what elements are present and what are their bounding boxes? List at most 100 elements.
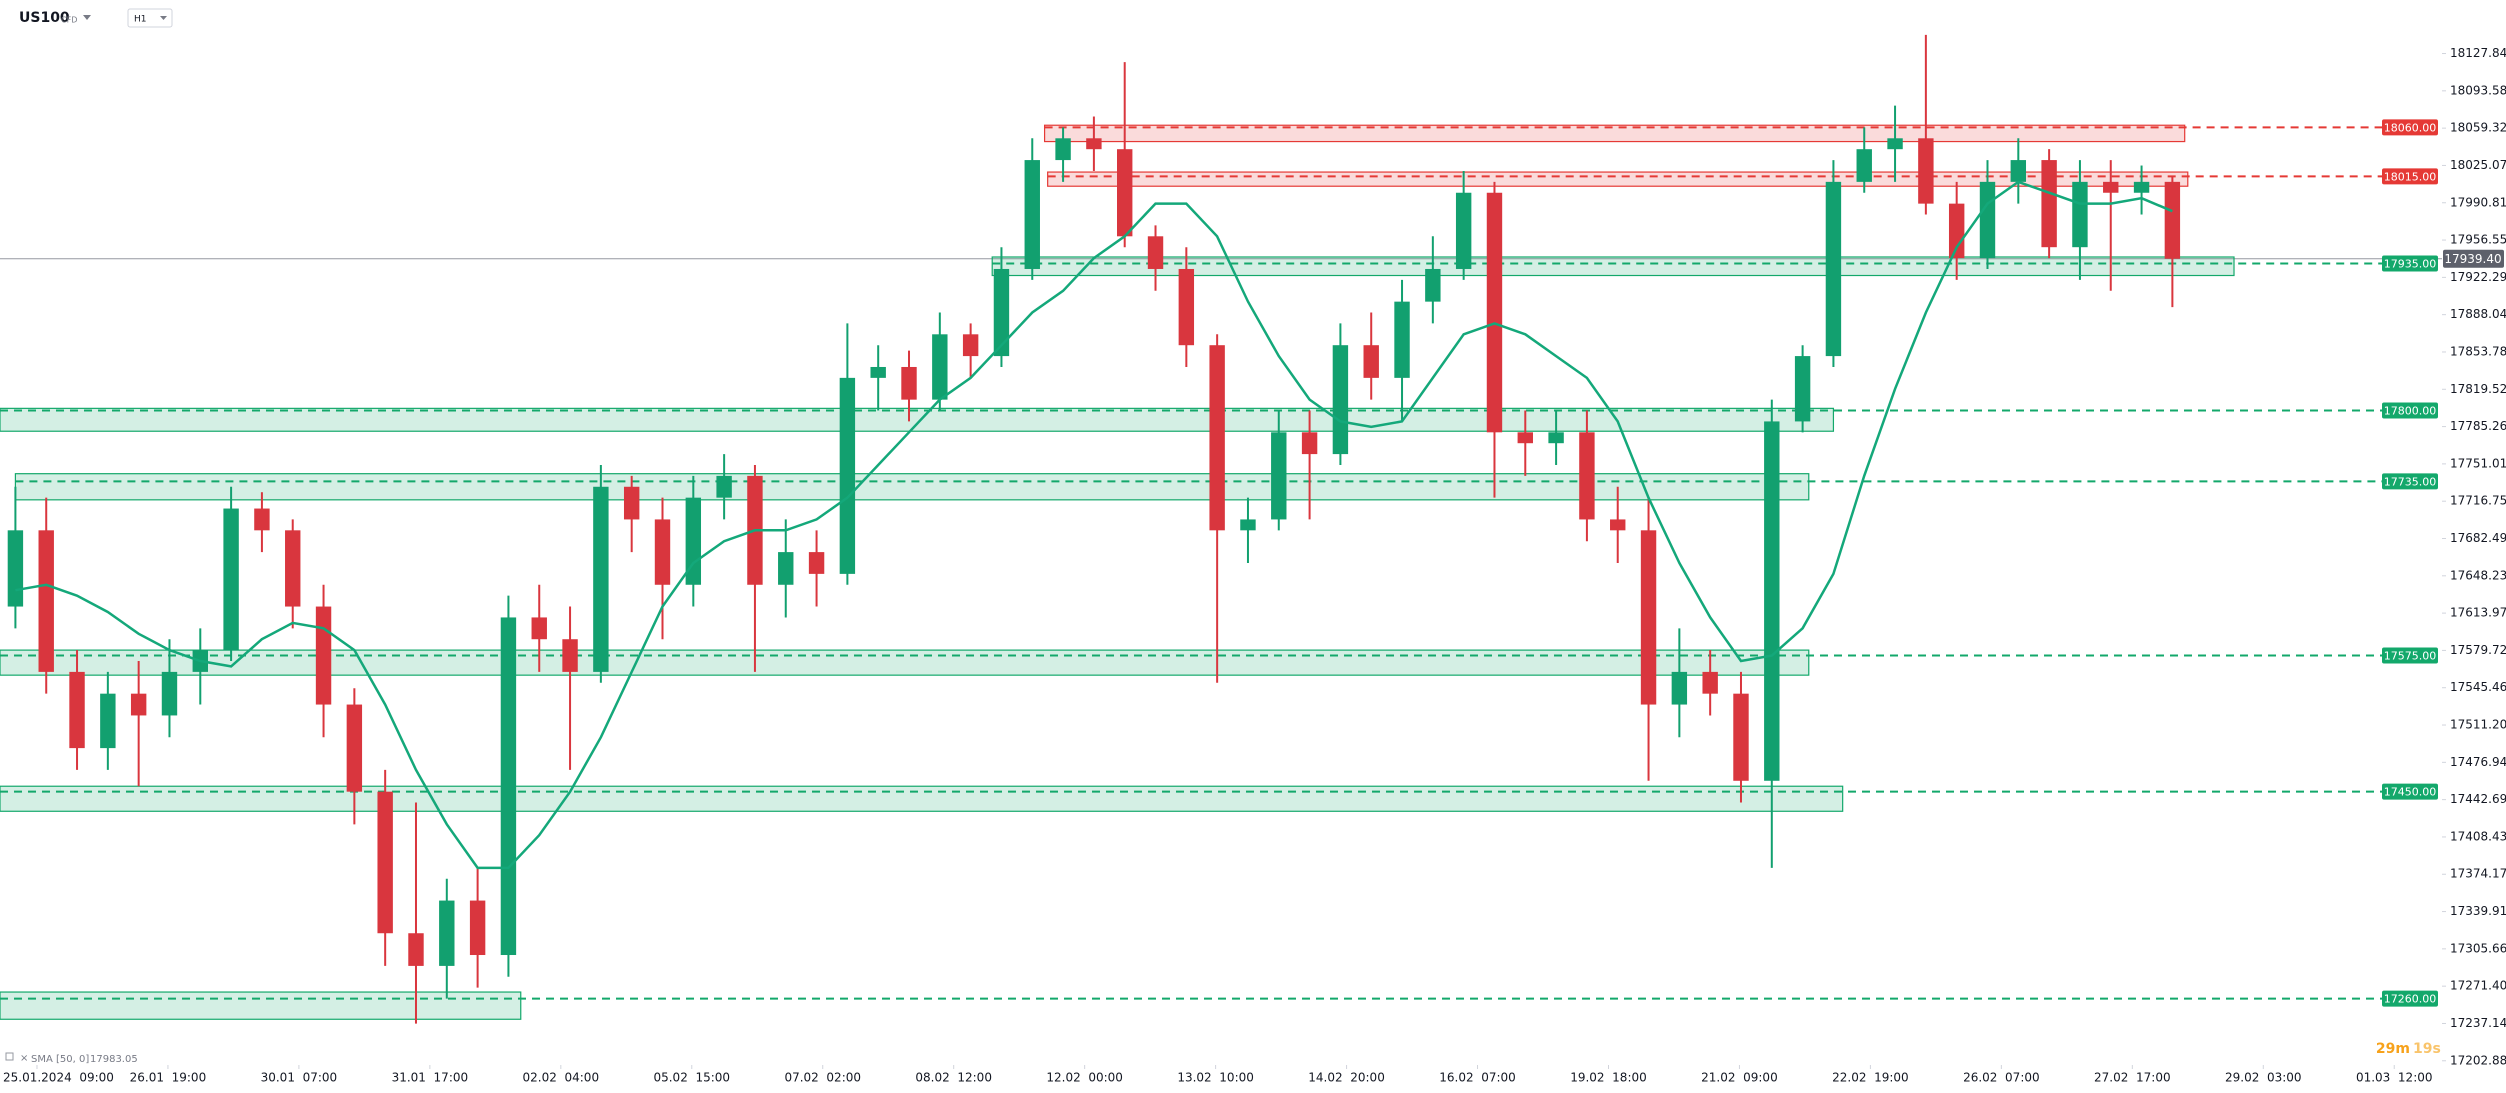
candle-body	[1024, 160, 1040, 269]
candle-body	[1086, 138, 1102, 150]
level-zone	[0, 649, 1810, 676]
x-tick-label: 12.02 00:00	[1046, 1071, 1123, 1085]
last-price-label: 17939.40	[2444, 252, 2501, 266]
level-label: 17450.00	[2384, 786, 2437, 799]
y-tick-label: 17271.40	[2450, 979, 2506, 993]
x-tick-label: 16.02 07:00	[1439, 1071, 1516, 1085]
indicator-icon[interactable]	[5, 1052, 14, 1061]
x-tick-label: 08.02 12:00	[915, 1071, 992, 1085]
candle-body	[685, 497, 702, 585]
level-label-box	[2382, 473, 2438, 490]
x-tick-label: 13.02 10:00	[1177, 1071, 1254, 1085]
y-tick-label: 17648.23	[2450, 568, 2506, 582]
instrument-type: CFD	[61, 16, 77, 25]
y-tick-label: 17339.91	[2450, 904, 2506, 918]
level-label: 17575.00	[2384, 650, 2437, 663]
x-tick-label: 22.02 19:00	[1832, 1071, 1909, 1085]
candle-body	[1856, 149, 1872, 182]
candle-body	[1394, 301, 1410, 378]
x-tick-label: 29.02 03:00	[2225, 1071, 2302, 1085]
candle-body	[2010, 160, 2027, 182]
candle-body	[1918, 138, 1934, 204]
x-tick-label: 14.02 20:00	[1308, 1071, 1385, 1085]
candle-body	[1548, 432, 1564, 444]
y-tick-label: 17408.43	[2450, 829, 2506, 843]
candle-body	[716, 475, 732, 498]
x-tick-label: 01.03 12:00	[2356, 1071, 2433, 1085]
candle-body	[962, 334, 979, 357]
x-tick-label: 05.02 15:00	[653, 1071, 730, 1085]
level-label-box	[2382, 402, 2438, 419]
candle-body	[439, 900, 455, 966]
y-tick-label: 17922.29	[2450, 270, 2506, 284]
candle-body	[1178, 268, 1195, 346]
indicator-name: SMA	[31, 1054, 53, 1065]
x-tick-label: 07.02 02:00	[784, 1071, 861, 1085]
timeframe-dropdown[interactable]	[127, 8, 173, 28]
countdown-seconds: 19s	[2413, 1041, 2441, 1057]
candle-body	[932, 334, 948, 400]
x-tick-label: 25.01.2024 09:00	[3, 1071, 114, 1085]
candle-body	[377, 791, 393, 934]
candle-body	[778, 552, 794, 585]
x-tick-label: 30.01 07:00	[261, 1071, 338, 1085]
indicator-close[interactable]: ×	[20, 1053, 28, 1064]
x-tick-label: 02.02 04:00	[523, 1071, 600, 1085]
candle-body	[500, 617, 517, 956]
candle-body	[1517, 432, 1533, 444]
y-tick-label: 17579.72	[2450, 643, 2506, 657]
candle-body	[223, 508, 239, 651]
y-tick-label: 17545.46	[2450, 680, 2506, 694]
y-tick-label: 17990.81	[2450, 195, 2506, 209]
candle-body	[562, 639, 578, 672]
candle-body	[1301, 432, 1318, 455]
candle-body	[1887, 138, 1903, 150]
candle-body	[1240, 519, 1256, 531]
candle-body	[901, 366, 917, 400]
level-zone	[14, 473, 1810, 501]
level-zone	[1043, 124, 2186, 143]
level-label-box	[2382, 255, 2438, 272]
candle-body	[531, 617, 547, 640]
candle-body	[1825, 181, 1842, 357]
level-label: 17735.00	[2384, 475, 2437, 488]
candle-body	[993, 268, 1010, 357]
candle-body	[130, 693, 147, 716]
candle-body	[254, 508, 270, 531]
candle-body	[2041, 160, 2057, 248]
candle-body	[1271, 432, 1287, 520]
y-tick-label: 17819.52	[2450, 382, 2506, 396]
candle-body	[1055, 138, 1071, 161]
countdown-minutes: 29m	[2376, 1041, 2410, 1057]
x-tick-label: 19.02 18:00	[1570, 1071, 1647, 1085]
symbol-dropdown-caret[interactable]	[83, 15, 91, 20]
level-label: 18015.00	[2384, 170, 2437, 183]
y-tick-label: 17853.78	[2450, 344, 2506, 358]
y-tick-label: 17716.75	[2450, 494, 2506, 508]
x-tick-label: 27.02 17:00	[2094, 1071, 2171, 1085]
candle-body	[1794, 356, 1811, 422]
x-tick-label: 21.02 09:00	[1701, 1071, 1778, 1085]
timeframe-caret[interactable]	[160, 16, 167, 20]
candle-body	[1948, 203, 1965, 259]
symbol[interactable]: US100	[19, 10, 70, 26]
timeframe[interactable]: H1	[134, 15, 147, 25]
sma-line	[15, 180, 2173, 870]
candle-body	[38, 530, 54, 672]
candle-body	[1117, 149, 1133, 237]
y-tick-label: 18025.07	[2450, 158, 2506, 172]
level-zone	[0, 407, 1835, 432]
candle-body	[100, 693, 116, 749]
candle-body	[870, 366, 886, 378]
candle-body	[1979, 181, 1996, 259]
header: US100 CFD H1	[19, 8, 173, 28]
x-tick-label: 31.01 17:00	[392, 1071, 469, 1085]
candle-body	[69, 671, 85, 749]
candle-body	[808, 552, 825, 574]
last-price-box	[2443, 249, 2504, 268]
candle-body	[1332, 345, 1349, 455]
candle-body	[1425, 268, 1441, 302]
candle-body	[1640, 530, 1657, 705]
